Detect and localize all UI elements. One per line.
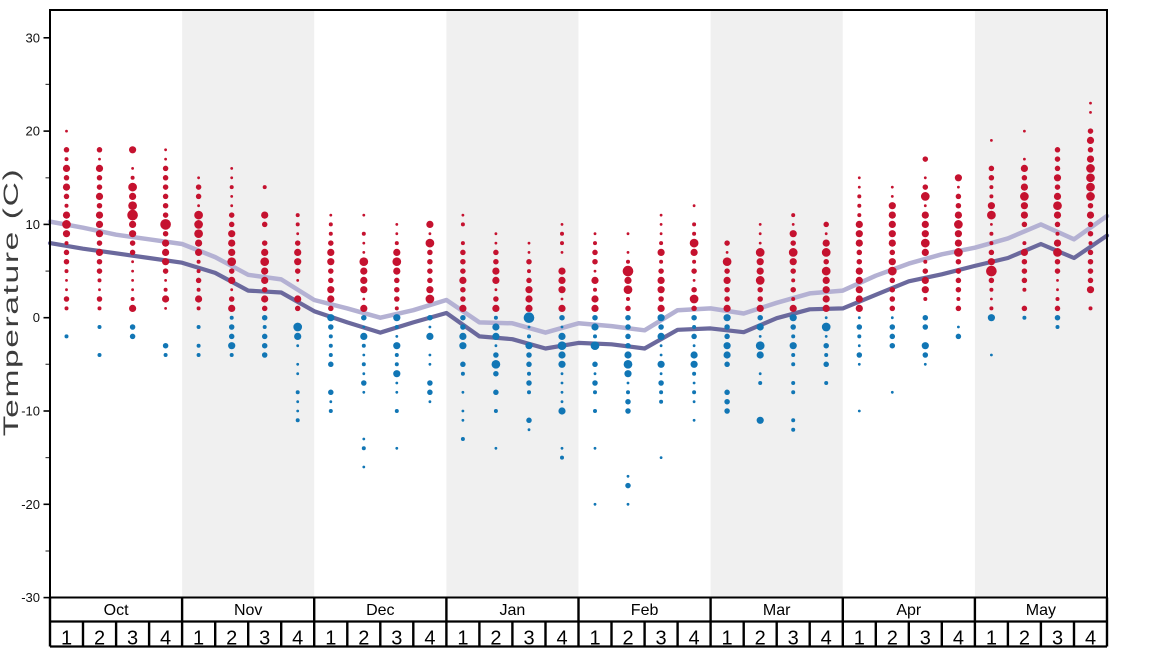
svg-text:Mar: Mar [763,602,791,619]
svg-text:1: 1 [457,628,468,649]
svg-text:3: 3 [788,628,799,649]
svg-text:Oct: Oct [104,602,129,619]
svg-text:4: 4 [821,628,832,649]
svg-text:3: 3 [127,628,138,649]
svg-text:4: 4 [160,628,171,649]
svg-text:4: 4 [292,628,303,649]
svg-text:-20: -20 [21,497,40,512]
svg-text:2: 2 [94,628,105,649]
svg-text:1: 1 [722,628,733,649]
svg-text:1: 1 [61,628,72,649]
svg-text:3: 3 [1052,628,1063,649]
svg-text:May: May [1026,602,1056,619]
svg-text:4: 4 [556,628,567,649]
svg-text:1: 1 [193,628,204,649]
svg-text:1: 1 [854,628,865,649]
svg-text:1: 1 [325,628,336,649]
svg-text:-10: -10 [21,404,40,419]
svg-text:30: 30 [26,30,40,45]
svg-text:Temperature (C): Temperature (C) [0,168,22,436]
svg-text:3: 3 [523,628,534,649]
svg-text:2: 2 [887,628,898,649]
svg-text:2: 2 [1019,628,1030,649]
svg-text:Dec: Dec [366,602,394,619]
svg-text:Feb: Feb [631,602,659,619]
svg-text:1: 1 [986,628,997,649]
svg-text:3: 3 [656,628,667,649]
svg-text:4: 4 [689,628,700,649]
svg-text:2: 2 [358,628,369,649]
svg-text:-30: -30 [21,590,40,605]
svg-text:20: 20 [26,124,40,139]
svg-text:10: 10 [26,217,40,232]
svg-text:3: 3 [391,628,402,649]
svg-text:4: 4 [953,628,964,649]
svg-text:4: 4 [424,628,435,649]
svg-text:Jan: Jan [500,602,526,619]
svg-text:2: 2 [490,628,501,649]
svg-text:4: 4 [1085,628,1096,649]
svg-text:Nov: Nov [234,602,262,619]
svg-text:Apr: Apr [896,602,922,619]
svg-text:3: 3 [259,628,270,649]
svg-text:2: 2 [226,628,237,649]
svg-text:1: 1 [589,628,600,649]
svg-text:3: 3 [920,628,931,649]
svg-text:2: 2 [622,628,633,649]
svg-text:2: 2 [755,628,766,649]
svg-text:0: 0 [33,310,40,325]
